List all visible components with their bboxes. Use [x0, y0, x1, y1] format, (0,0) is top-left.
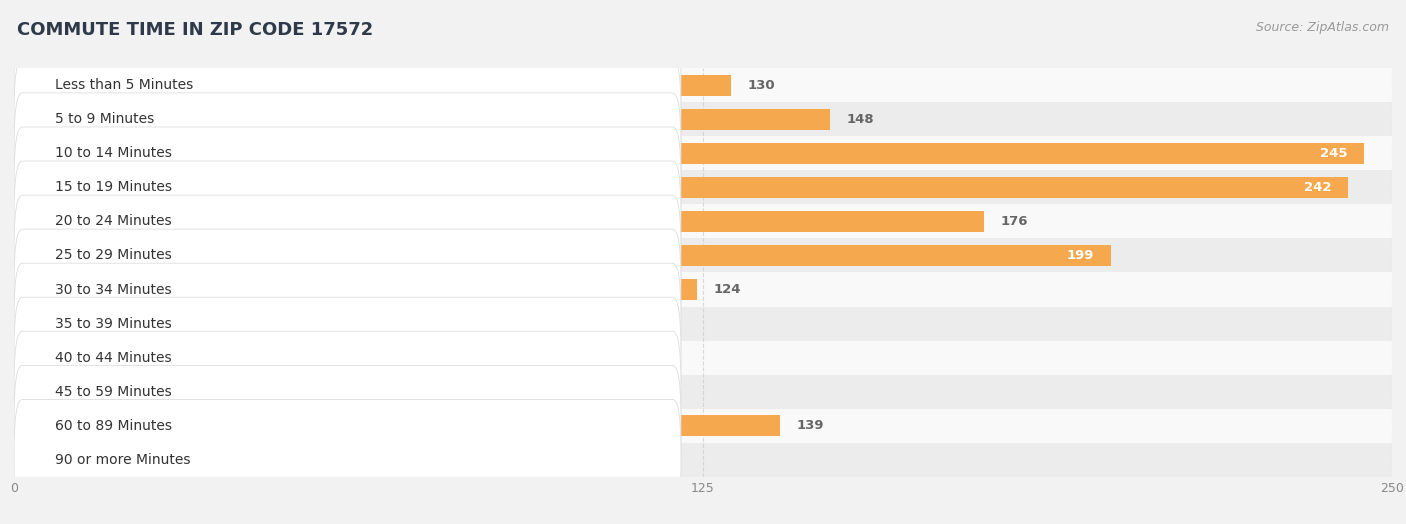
- Bar: [14, 143, 1364, 164]
- Text: Source: ZipAtlas.com: Source: ZipAtlas.com: [1256, 21, 1389, 34]
- FancyBboxPatch shape: [14, 127, 681, 248]
- FancyBboxPatch shape: [14, 136, 1392, 170]
- Text: 41: 41: [256, 317, 276, 330]
- FancyBboxPatch shape: [14, 331, 681, 452]
- Bar: [14, 313, 240, 334]
- Text: 130: 130: [747, 79, 775, 92]
- FancyBboxPatch shape: [14, 409, 1392, 443]
- FancyBboxPatch shape: [14, 443, 1392, 477]
- Bar: [14, 245, 1111, 266]
- Text: 60 to 89 Minutes: 60 to 89 Minutes: [55, 419, 173, 433]
- Text: 90 or more Minutes: 90 or more Minutes: [55, 453, 191, 467]
- Text: 148: 148: [846, 113, 875, 126]
- Text: 20 to 24 Minutes: 20 to 24 Minutes: [55, 214, 172, 228]
- Text: 199: 199: [1067, 249, 1094, 262]
- Text: 68: 68: [405, 453, 423, 466]
- Text: COMMUTE TIME IN ZIP CODE 17572: COMMUTE TIME IN ZIP CODE 17572: [17, 21, 373, 39]
- FancyBboxPatch shape: [14, 195, 681, 316]
- FancyBboxPatch shape: [14, 263, 681, 384]
- FancyBboxPatch shape: [14, 59, 681, 180]
- FancyBboxPatch shape: [14, 170, 1392, 204]
- FancyBboxPatch shape: [14, 68, 1392, 102]
- FancyBboxPatch shape: [14, 229, 681, 350]
- Bar: [14, 415, 780, 436]
- Text: 242: 242: [1303, 181, 1331, 194]
- Text: 25 to 29 Minutes: 25 to 29 Minutes: [55, 248, 172, 263]
- FancyBboxPatch shape: [14, 93, 681, 214]
- FancyBboxPatch shape: [14, 341, 1392, 375]
- Text: 0: 0: [31, 351, 39, 364]
- Bar: [14, 211, 984, 232]
- FancyBboxPatch shape: [14, 297, 681, 418]
- Bar: [14, 279, 697, 300]
- FancyBboxPatch shape: [14, 365, 681, 486]
- Text: 5 to 9 Minutes: 5 to 9 Minutes: [55, 112, 155, 126]
- Text: 30 to 34 Minutes: 30 to 34 Minutes: [55, 282, 172, 297]
- Text: 10 to 14 Minutes: 10 to 14 Minutes: [55, 146, 173, 160]
- Text: 176: 176: [1001, 215, 1028, 228]
- Bar: [14, 449, 389, 471]
- Text: 35 to 39 Minutes: 35 to 39 Minutes: [55, 316, 172, 331]
- FancyBboxPatch shape: [14, 307, 1392, 341]
- FancyBboxPatch shape: [14, 238, 1392, 272]
- Bar: [14, 381, 482, 402]
- FancyBboxPatch shape: [14, 375, 1392, 409]
- Text: 139: 139: [797, 419, 824, 432]
- Bar: [14, 108, 830, 130]
- Text: 45 to 59 Minutes: 45 to 59 Minutes: [55, 385, 172, 399]
- Text: 124: 124: [714, 283, 741, 296]
- Text: 85: 85: [499, 385, 517, 398]
- FancyBboxPatch shape: [14, 204, 1392, 238]
- FancyBboxPatch shape: [14, 161, 681, 282]
- Bar: [14, 177, 1348, 198]
- FancyBboxPatch shape: [14, 399, 681, 520]
- Text: Less than 5 Minutes: Less than 5 Minutes: [55, 78, 194, 92]
- Text: 15 to 19 Minutes: 15 to 19 Minutes: [55, 180, 173, 194]
- FancyBboxPatch shape: [14, 272, 1392, 307]
- Text: 245: 245: [1320, 147, 1348, 160]
- Bar: [14, 74, 731, 96]
- FancyBboxPatch shape: [14, 25, 681, 146]
- Text: 40 to 44 Minutes: 40 to 44 Minutes: [55, 351, 172, 365]
- FancyBboxPatch shape: [14, 102, 1392, 136]
